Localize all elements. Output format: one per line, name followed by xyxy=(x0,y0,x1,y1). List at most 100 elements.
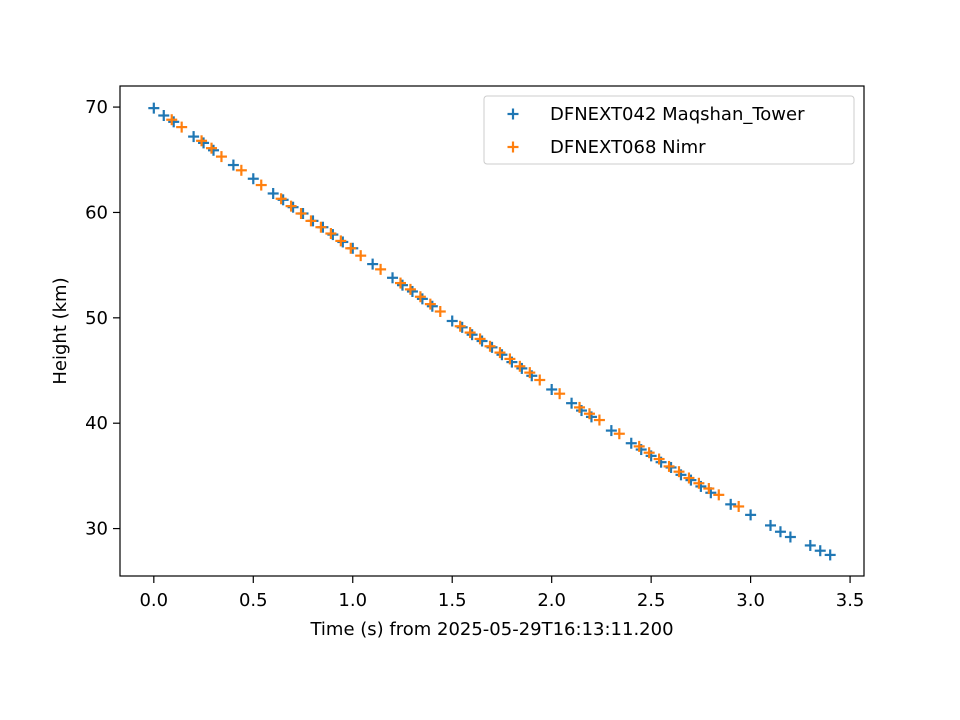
data-point xyxy=(683,472,695,484)
y-tick-label: 30 xyxy=(85,519,108,540)
data-point xyxy=(593,414,605,426)
legend-box xyxy=(483,95,855,165)
data-point xyxy=(733,500,745,512)
data-point xyxy=(713,489,725,501)
x-axis-ticks: 0.0 0.5 1.0 1.5 2.0 2.5 3.0 3.5 xyxy=(139,576,864,611)
x-tick-label: 2.0 xyxy=(537,590,566,611)
data-point xyxy=(295,208,307,220)
data-point xyxy=(774,526,786,538)
series-2 xyxy=(166,114,745,512)
data-point xyxy=(355,250,367,262)
data-point xyxy=(804,539,816,551)
data-point xyxy=(207,144,219,156)
data-point xyxy=(476,335,488,347)
legend-label-series-1: DFNEXT042 Maqshan_Tower xyxy=(550,104,805,125)
data-point xyxy=(335,235,347,247)
data-point xyxy=(574,401,586,413)
data-point xyxy=(464,327,476,339)
data-point xyxy=(424,298,436,310)
data-point xyxy=(725,498,737,510)
data-point xyxy=(168,116,180,128)
data-point xyxy=(285,200,297,212)
data-point xyxy=(784,531,796,543)
data-point xyxy=(255,179,267,191)
data-point xyxy=(554,388,566,400)
data-point xyxy=(267,187,279,199)
data-point xyxy=(613,428,625,440)
y-axis-ticks: 30 40 50 60 70 xyxy=(85,97,120,540)
data-point xyxy=(315,221,327,233)
data-point xyxy=(446,315,458,327)
data-marks xyxy=(148,102,836,561)
x-tick-label: 3.0 xyxy=(736,590,765,611)
data-point xyxy=(166,114,178,126)
legend: DFNEXT042 Maqshan_Tower DFNEXT068 Nimr xyxy=(483,95,855,165)
data-point xyxy=(663,460,675,472)
data-point xyxy=(466,329,478,341)
y-tick-label: 40 xyxy=(85,413,108,434)
data-point xyxy=(148,102,160,114)
x-tick-label: 1.5 xyxy=(438,590,467,611)
plot-frame xyxy=(119,85,865,577)
data-point xyxy=(685,474,697,486)
data-point xyxy=(406,285,418,297)
x-tick-label: 0.5 xyxy=(239,590,268,611)
data-point xyxy=(275,193,287,205)
data-point xyxy=(367,258,379,270)
data-point xyxy=(416,293,428,305)
y-tick-label: 50 xyxy=(85,308,108,329)
legend-marker xyxy=(507,141,519,153)
x-tick-label: 0.0 xyxy=(139,590,168,611)
data-point xyxy=(745,509,757,521)
y-tick-label: 60 xyxy=(85,202,108,223)
legend-marker-series-2 xyxy=(507,141,519,153)
data-point xyxy=(215,151,227,163)
data-point xyxy=(345,242,357,254)
data-point xyxy=(235,164,247,176)
plot-area xyxy=(120,86,864,576)
data-point xyxy=(434,306,446,318)
legend-marker-series-1 xyxy=(507,108,519,120)
data-point xyxy=(206,142,218,154)
data-point xyxy=(643,447,655,459)
data-point xyxy=(653,453,665,465)
data-point xyxy=(824,549,836,561)
data-point xyxy=(325,228,337,240)
data-point xyxy=(247,173,259,185)
data-point xyxy=(198,137,210,149)
legend-label-series-2: DFNEXT068 Nimr xyxy=(550,137,706,158)
data-point xyxy=(605,425,617,437)
data-point xyxy=(494,347,506,359)
data-point xyxy=(375,263,387,275)
data-point xyxy=(703,483,715,495)
data-point xyxy=(227,159,239,171)
data-point xyxy=(474,333,486,345)
data-point xyxy=(765,519,777,531)
data-point xyxy=(396,279,408,291)
data-point xyxy=(814,545,826,557)
data-point xyxy=(524,367,536,379)
data-point xyxy=(516,362,528,374)
legend-marker xyxy=(507,108,519,120)
data-point xyxy=(404,283,416,295)
data-point xyxy=(176,121,188,133)
y-axis-label: Height (km) xyxy=(50,277,71,384)
data-point xyxy=(188,131,200,143)
data-point xyxy=(158,110,170,122)
data-point xyxy=(305,215,317,227)
data-point xyxy=(504,353,516,365)
data-point xyxy=(394,277,406,289)
data-point xyxy=(534,374,546,386)
x-tick-label: 1.0 xyxy=(338,590,367,611)
data-point xyxy=(387,272,399,284)
data-point xyxy=(496,349,508,361)
x-tick-label: 3.5 xyxy=(836,590,865,611)
data-point xyxy=(693,477,705,489)
data-point xyxy=(484,340,496,352)
data-point xyxy=(426,300,438,312)
data-point xyxy=(414,291,426,303)
data-point xyxy=(546,383,558,395)
data-point xyxy=(566,397,578,409)
data-point xyxy=(196,135,208,147)
